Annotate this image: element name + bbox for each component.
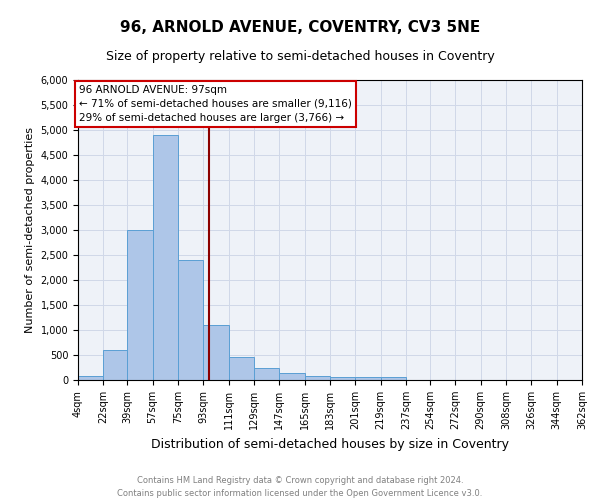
Bar — [78, 376, 103, 380]
Text: 96, ARNOLD AVENUE, COVENTRY, CV3 5NE: 96, ARNOLD AVENUE, COVENTRY, CV3 5NE — [120, 20, 480, 35]
Bar — [127, 230, 152, 380]
Bar — [280, 372, 305, 380]
Text: Size of property relative to semi-detached houses in Coventry: Size of property relative to semi-detach… — [106, 50, 494, 63]
Bar — [152, 135, 178, 380]
Bar — [103, 350, 127, 380]
Bar — [178, 260, 203, 380]
X-axis label: Distribution of semi-detached houses by size in Coventry: Distribution of semi-detached houses by … — [151, 438, 509, 450]
Bar — [380, 376, 406, 380]
Y-axis label: Number of semi-detached properties: Number of semi-detached properties — [25, 127, 35, 333]
Bar — [355, 377, 380, 380]
Bar — [330, 376, 355, 380]
Text: 96 ARNOLD AVENUE: 97sqm
← 71% of semi-detached houses are smaller (9,116)
29% of: 96 ARNOLD AVENUE: 97sqm ← 71% of semi-de… — [79, 85, 352, 123]
Bar — [203, 325, 229, 380]
Text: Contains HM Land Registry data © Crown copyright and database right 2024.
Contai: Contains HM Land Registry data © Crown c… — [118, 476, 482, 498]
Bar — [229, 356, 254, 380]
Bar — [305, 376, 330, 380]
Bar — [254, 368, 280, 380]
